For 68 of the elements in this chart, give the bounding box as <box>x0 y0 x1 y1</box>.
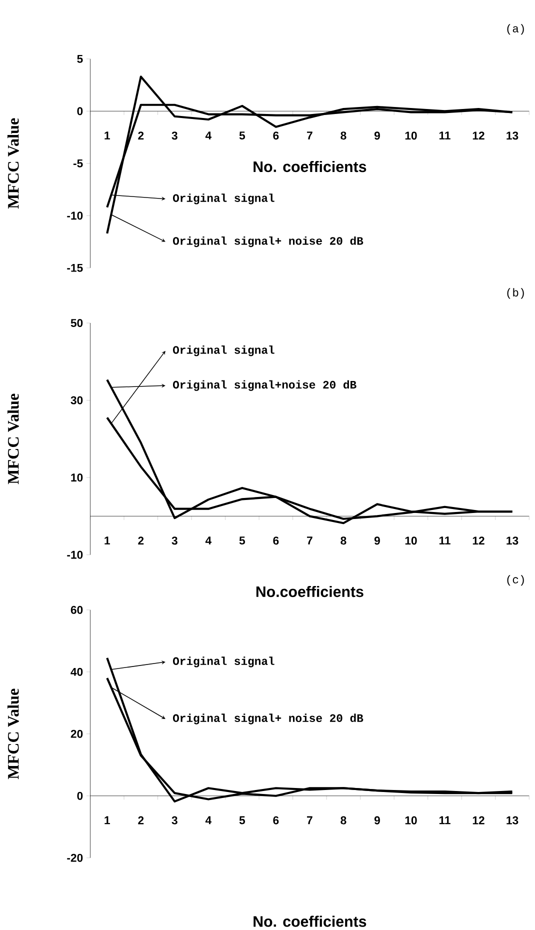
x-tick-label: 9 <box>374 132 380 140</box>
y-tick-label: 0 <box>77 792 83 800</box>
x-tick-label: 11 <box>440 536 450 544</box>
x-tick-label: 2 <box>138 132 144 140</box>
x-tick-label: 4 <box>206 132 212 140</box>
y-axis-title: MFCC Value <box>8 118 19 209</box>
y-axis-title: MFCC Value <box>8 688 19 780</box>
x-tick-label: 13 <box>506 536 518 545</box>
x-tick-label: 10 <box>405 816 417 824</box>
y-tick-label: -20 <box>67 854 83 862</box>
x-tick-label: 6 <box>273 132 279 140</box>
x-tick-label: 8 <box>340 816 346 824</box>
x-tick-label: 12 <box>472 132 484 140</box>
x-tick-label: 7 <box>307 132 312 140</box>
y-tick-label: 0 <box>77 107 83 116</box>
x-axis-title: No. coefficients <box>254 916 366 927</box>
x-tick-label: 11 <box>440 816 450 824</box>
x-tick-label: 8 <box>340 132 346 140</box>
x-tick-label: 4 <box>206 536 212 544</box>
y-axis-title: MFCC Value <box>8 394 19 484</box>
x-tick-label: 9 <box>374 816 380 824</box>
y-tick-label: 30 <box>70 396 83 404</box>
x-tick-label: 5 <box>239 816 246 824</box>
x-tick-label: 10 <box>405 536 417 545</box>
y-tick-label: 10 <box>71 474 83 482</box>
x-tick-label: 5 <box>239 536 246 545</box>
x-tick-label: 13 <box>506 132 518 140</box>
x-tick-label: 2 <box>138 816 144 824</box>
y-tick-label: 5 <box>77 54 83 63</box>
x-tick-label: 7 <box>307 816 312 824</box>
y-tick-label: -5 <box>74 159 83 168</box>
text: (c) <box>507 575 524 586</box>
y-tick-label: 40 <box>70 668 83 676</box>
legend-label: Original signal <box>173 194 274 204</box>
x-axis-title: No. coefficients <box>254 160 366 172</box>
y-tick-label: 60 <box>70 606 83 614</box>
x-tick-label: 2 <box>138 536 144 545</box>
x-tick-label: 13 <box>506 816 518 824</box>
x-tick-label: 5 <box>239 132 246 140</box>
text: (a) <box>507 24 524 35</box>
legend-label: Original signal <box>173 346 274 356</box>
x-tick-label: 10 <box>405 132 417 140</box>
x-axis-title: No.coefficients <box>256 586 364 598</box>
x-tick-label: 11 <box>440 132 450 140</box>
x-tick-label: 3 <box>172 132 178 140</box>
x-tick-label: 12 <box>472 536 484 545</box>
x-tick-label: 6 <box>273 816 279 824</box>
x-tick-label: 3 <box>172 536 178 545</box>
legend-label: Original signal+noise 20 dB <box>173 380 356 391</box>
y-tick-label: -15 <box>67 264 83 272</box>
x-tick-label: 1 <box>104 132 110 140</box>
y-tick-label: 20 <box>70 730 83 738</box>
x-tick-label: 12 <box>472 816 484 824</box>
x-tick-label: 6 <box>273 536 279 545</box>
x-tick-label: 8 <box>340 536 346 545</box>
y-tick-label: -10 <box>67 212 83 220</box>
legend-label: Original signal <box>173 656 274 668</box>
x-tick-label: 1 <box>104 816 110 824</box>
x-tick-label: 9 <box>374 536 380 545</box>
legend-label: Original signal+ noise 20 dB <box>173 236 364 248</box>
y-tick-label: 50 <box>70 318 83 328</box>
x-tick-label: 4 <box>206 816 212 824</box>
x-tick-label: 3 <box>172 816 178 824</box>
legend-label: Original signal+ noise 20 dB <box>173 714 364 724</box>
x-tick-label: 1 <box>104 536 110 544</box>
y-tick-label: -10 <box>67 550 83 559</box>
x-tick-label: 7 <box>307 536 312 544</box>
text: (b) <box>507 288 524 299</box>
